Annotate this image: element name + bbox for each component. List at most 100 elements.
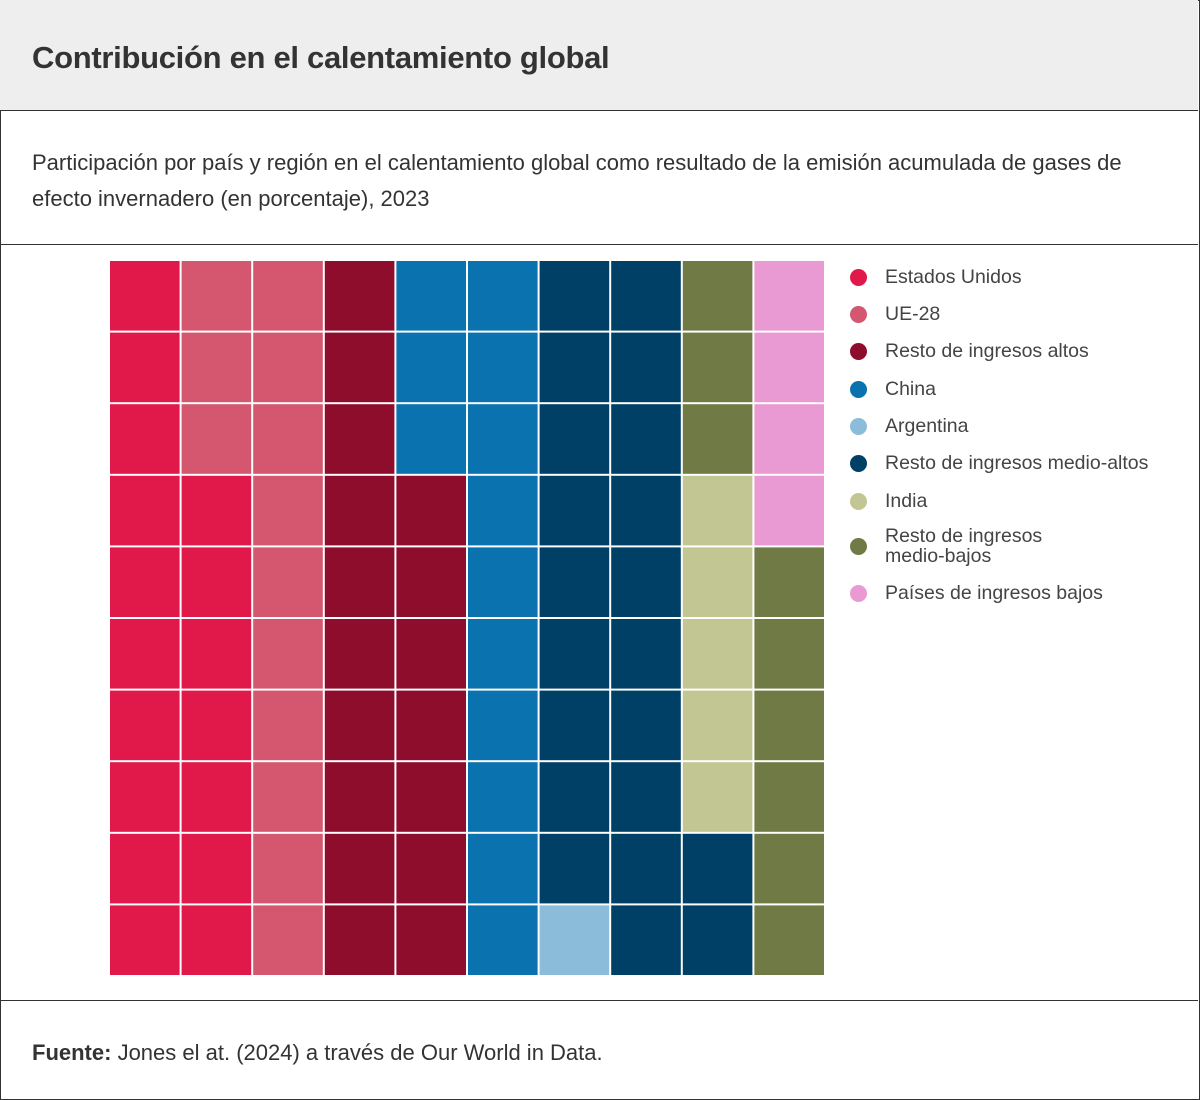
legend-item: Estados Unidos	[850, 267, 1175, 287]
waffle-cell-india	[682, 475, 753, 546]
waffle-cell-resto-de-ingresos-medio-altos	[539, 475, 610, 546]
legend-label: Resto de ingresos altos	[885, 340, 1089, 362]
waffle-cell-estados-unidos	[181, 905, 252, 975]
legend-swatch-icon	[850, 305, 867, 323]
waffle-cell-india	[682, 690, 753, 761]
waffle-cell-resto-de-ingresos-medio-altos	[539, 547, 610, 617]
waffle-cell-resto-de-ingresos-altos	[324, 762, 395, 832]
waffle-cell-china	[468, 905, 538, 975]
waffle-cell-resto-de-ingresos-medio-altos	[539, 261, 610, 331]
waffle-cell-resto-de-ingresos-medio-altos	[611, 332, 681, 403]
waffle-cell-estados-unidos	[110, 404, 180, 474]
waffle-cell-pa-ses-de-ingresos-bajos	[754, 475, 824, 546]
waffle-cell-china	[468, 475, 538, 546]
waffle-cell-resto-de-ingresos-altos	[324, 619, 395, 689]
waffle-cell-resto-de-ingresos-altos	[324, 475, 395, 546]
waffle-cell-ue-28	[253, 690, 323, 761]
waffle-cell-resto-de-ingresos-altos	[396, 619, 466, 689]
waffle-cell-china	[396, 332, 466, 403]
waffle-cell-china	[468, 261, 538, 331]
waffle-cell-resto-de-ingresos-medio-bajos	[754, 905, 824, 975]
waffle-cell-resto-de-ingresos-altos	[396, 547, 466, 617]
waffle-cell-china	[468, 332, 538, 403]
waffle-cell-china	[396, 261, 466, 331]
legend-label: Argentina	[885, 415, 969, 437]
legend-swatch-icon	[850, 454, 867, 472]
legend-swatch-icon	[850, 380, 867, 398]
legend-label: China	[885, 378, 936, 400]
waffle-cell-resto-de-ingresos-medio-altos	[539, 619, 610, 689]
waffle-cell-estados-unidos	[110, 261, 180, 331]
waffle-cell-resto-de-ingresos-medio-bajos	[754, 547, 824, 617]
waffle-cell-ue-28	[181, 261, 252, 331]
legend-item: Resto de ingresos altos	[850, 341, 1175, 361]
waffle-cell-china	[468, 690, 538, 761]
waffle-cell-india	[682, 547, 753, 617]
legend-label: India	[885, 490, 928, 512]
waffle-cell-resto-de-ingresos-altos	[396, 690, 466, 761]
waffle-cell-resto-de-ingresos-medio-bajos	[754, 690, 824, 761]
legend-swatch-icon	[850, 537, 867, 555]
waffle-cell-resto-de-ingresos-medio-bajos	[754, 619, 824, 689]
legend-label: Países de ingresos bajos	[885, 582, 1103, 604]
waffle-cell-ue-28	[253, 332, 323, 403]
waffle-cell-resto-de-ingresos-medio-altos	[611, 261, 681, 331]
waffle-cell-china	[396, 404, 466, 474]
waffle-cell-pa-ses-de-ingresos-bajos	[754, 332, 824, 403]
legend-label: Resto de ingresos medio-altos	[885, 452, 1149, 474]
waffle-cell-estados-unidos	[110, 332, 180, 403]
waffle-cell-resto-de-ingresos-medio-altos	[539, 762, 610, 832]
waffle-cell-china	[468, 762, 538, 832]
legend-item: Resto de ingresos medio-altos	[850, 453, 1175, 473]
legend-item: Resto de ingresos medio-bajos	[850, 526, 1055, 566]
waffle-cell-resto-de-ingresos-medio-bajos	[754, 833, 824, 904]
waffle-cell-ue-28	[253, 404, 323, 474]
waffle-cell-resto-de-ingresos-medio-altos	[539, 690, 610, 761]
waffle-cell-resto-de-ingresos-medio-altos	[611, 690, 681, 761]
waffle-cell-ue-28	[181, 332, 252, 403]
waffle-cell-ue-28	[253, 547, 323, 617]
waffle-cell-pa-ses-de-ingresos-bajos	[754, 261, 824, 331]
waffle-cell-ue-28	[181, 404, 252, 474]
waffle-cell-china	[468, 547, 538, 617]
waffle-cell-india	[682, 619, 753, 689]
waffle-cell-resto-de-ingresos-altos	[324, 547, 395, 617]
waffle-cell-estados-unidos	[181, 475, 252, 546]
waffle-cell-ue-28	[253, 261, 323, 331]
waffle-cell-resto-de-ingresos-medio-altos	[611, 547, 681, 617]
waffle-cell-ue-28	[253, 833, 323, 904]
waffle-cell-resto-de-ingresos-altos	[324, 261, 395, 331]
legend-item: India	[850, 491, 1175, 511]
waffle-cell-estados-unidos	[110, 690, 180, 761]
waffle-cell-estados-unidos	[110, 905, 180, 975]
waffle-cell-resto-de-ingresos-medio-bajos	[754, 762, 824, 832]
waffle-cell-resto-de-ingresos-medio-altos	[539, 833, 610, 904]
waffle-cell-resto-de-ingresos-altos	[396, 475, 466, 546]
waffle-cell-resto-de-ingresos-medio-altos	[611, 833, 681, 904]
chart-area	[0, 245, 1198, 1001]
source-note: Fuente: Jones el at. (2024) a través de …	[32, 1040, 603, 1066]
waffle-cell-resto-de-ingresos-medio-altos	[611, 404, 681, 474]
subtitle-section: Participación por país y región en el ca…	[0, 111, 1198, 245]
waffle-cell-resto-de-ingresos-medio-altos	[611, 905, 681, 975]
legend-label: Estados Unidos	[885, 266, 1022, 288]
legend-label: UE-28	[885, 303, 941, 325]
legend-swatch-icon	[850, 417, 867, 435]
legend-item: Argentina	[850, 416, 1175, 436]
waffle-cell-ue-28	[253, 905, 323, 975]
waffle-cell-resto-de-ingresos-altos	[324, 833, 395, 904]
waffle-cell-estados-unidos	[110, 833, 180, 904]
legend-swatch-icon	[850, 584, 867, 602]
waffle-cell-estados-unidos	[110, 475, 180, 546]
waffle-cell-china	[468, 833, 538, 904]
waffle-cell-ue-28	[253, 762, 323, 832]
waffle-cell-resto-de-ingresos-medio-bajos	[682, 404, 753, 474]
waffle-cell-resto-de-ingresos-altos	[396, 833, 466, 904]
chart-subtitle: Participación por país y región en el ca…	[32, 150, 1122, 211]
waffle-cell-resto-de-ingresos-medio-altos	[539, 404, 610, 474]
waffle-cell-resto-de-ingresos-medio-altos	[539, 332, 610, 403]
waffle-cell-argentina	[539, 905, 610, 975]
source-text: Jones el at. (2024) a través de Our Worl…	[111, 1040, 603, 1065]
waffle-cell-estados-unidos	[181, 619, 252, 689]
